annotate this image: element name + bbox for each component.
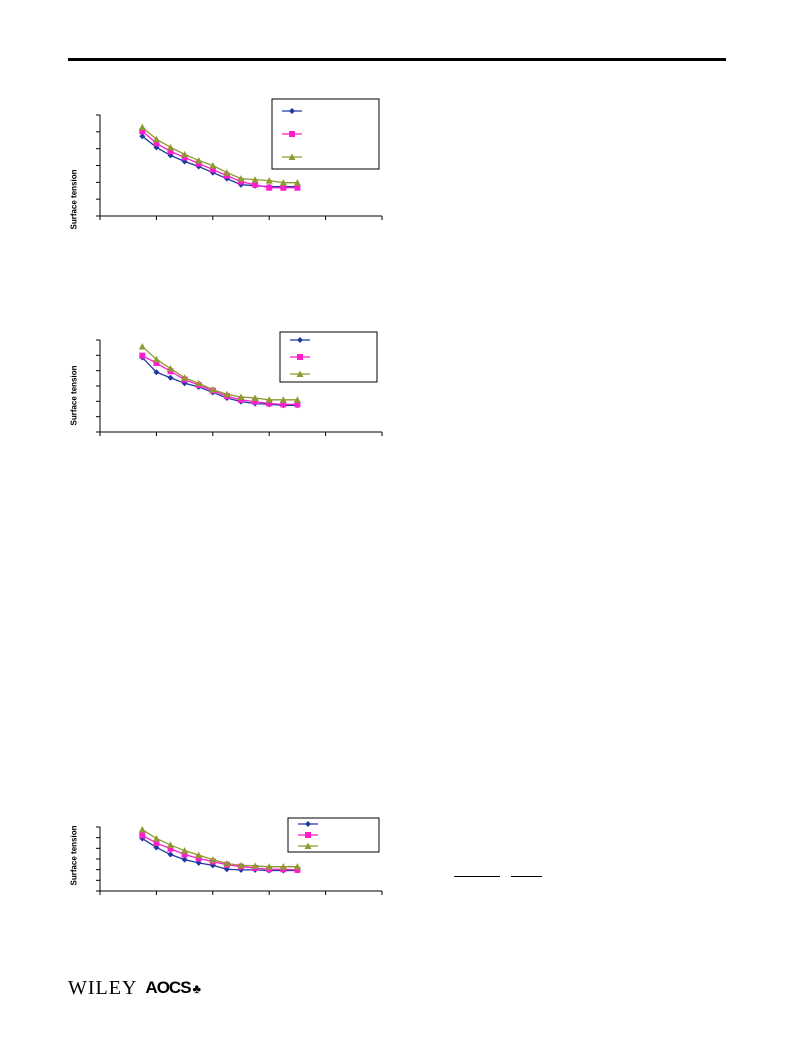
data-point	[209, 856, 217, 863]
data-point	[139, 128, 146, 135]
data-point	[139, 352, 146, 359]
data-point	[279, 863, 287, 870]
data-point	[139, 133, 146, 140]
y-axis-label: Surface tension	[69, 825, 79, 886]
data-point	[279, 396, 287, 403]
data-point	[181, 856, 188, 863]
data-point	[181, 847, 189, 854]
data-point	[181, 374, 189, 381]
underline-blank-2	[511, 876, 542, 877]
data-point	[238, 178, 244, 185]
data-point	[152, 135, 160, 143]
data-point	[153, 360, 160, 366]
data-point	[237, 393, 245, 401]
legend-marker-3	[304, 842, 312, 849]
data-point	[181, 150, 189, 158]
data-point	[223, 169, 231, 176]
data-point	[181, 154, 188, 161]
legend-marker-2	[289, 131, 295, 137]
data-point	[251, 394, 259, 401]
data-point	[223, 390, 231, 398]
data-point	[223, 172, 230, 179]
aocs-mark-icon: ♣	[192, 980, 202, 996]
data-point	[139, 832, 146, 839]
surface-tension-chart-3: Surface tension	[60, 815, 390, 895]
data-point	[223, 866, 230, 873]
data-point	[195, 855, 202, 862]
data-point	[251, 176, 259, 183]
data-point	[195, 851, 203, 859]
data-point	[265, 177, 273, 184]
data-point	[152, 355, 160, 363]
legend-marker-1	[305, 821, 311, 827]
data-point	[138, 826, 146, 833]
data-point	[280, 401, 287, 408]
data-point	[195, 156, 203, 164]
legend-marker-3	[288, 153, 296, 160]
data-point	[294, 401, 301, 408]
data-point	[251, 862, 259, 870]
data-point	[138, 123, 146, 131]
series-line-3	[141, 829, 298, 868]
data-point	[167, 851, 174, 858]
data-point	[279, 179, 287, 186]
data-point	[294, 184, 301, 191]
surface-tension-chart-1: Surface tension	[60, 95, 390, 230]
data-point	[237, 175, 245, 182]
data-point	[167, 845, 174, 852]
data-point	[293, 396, 301, 403]
data-point	[266, 184, 273, 191]
series-line-3	[141, 126, 298, 184]
data-point	[153, 369, 160, 376]
wiley-logo: WILEY	[68, 976, 138, 999]
legend-marker-3	[296, 370, 304, 377]
legend-marker-1	[289, 108, 295, 114]
data-point	[167, 841, 174, 848]
data-point	[195, 379, 203, 387]
legend-marker-2	[297, 354, 303, 360]
underline-blank-1	[454, 876, 500, 877]
chart-svg	[96, 98, 383, 220]
series-line-2	[141, 355, 298, 406]
data-point	[209, 166, 216, 173]
legend-marker-1	[297, 337, 303, 343]
publisher-footer: WILEY AOCS ♣	[68, 976, 201, 1000]
data-point	[167, 365, 174, 372]
y-axis-label: Surface tension	[69, 365, 79, 426]
data-point	[138, 342, 146, 350]
data-point	[195, 160, 202, 167]
data-point	[294, 866, 301, 873]
chart-svg	[96, 331, 383, 436]
data-point	[223, 859, 231, 867]
aocs-logo: AOCS	[145, 978, 191, 997]
data-point	[167, 374, 174, 381]
data-point	[280, 184, 287, 191]
data-point	[252, 181, 259, 188]
chart-svg	[96, 817, 383, 895]
data-point	[152, 835, 160, 842]
data-point	[209, 162, 217, 169]
data-point	[153, 140, 160, 147]
data-point	[265, 863, 273, 870]
data-point	[293, 863, 301, 870]
data-point	[167, 152, 174, 159]
y-axis-label: Surface tension	[69, 169, 79, 230]
header-rule	[68, 58, 726, 61]
data-point	[153, 844, 160, 851]
legend-marker-2	[305, 832, 311, 838]
data-point	[252, 398, 259, 405]
data-point	[153, 840, 160, 846]
data-point	[167, 148, 174, 155]
data-point	[266, 400, 273, 407]
data-point	[293, 179, 301, 186]
series-line-3	[141, 345, 298, 401]
data-point	[181, 851, 188, 858]
data-point	[167, 143, 174, 151]
data-point	[209, 386, 217, 393]
data-point	[181, 380, 188, 387]
data-point	[237, 861, 245, 869]
surface-tension-chart-2: Surface tension	[60, 330, 390, 442]
data-point	[265, 396, 273, 403]
